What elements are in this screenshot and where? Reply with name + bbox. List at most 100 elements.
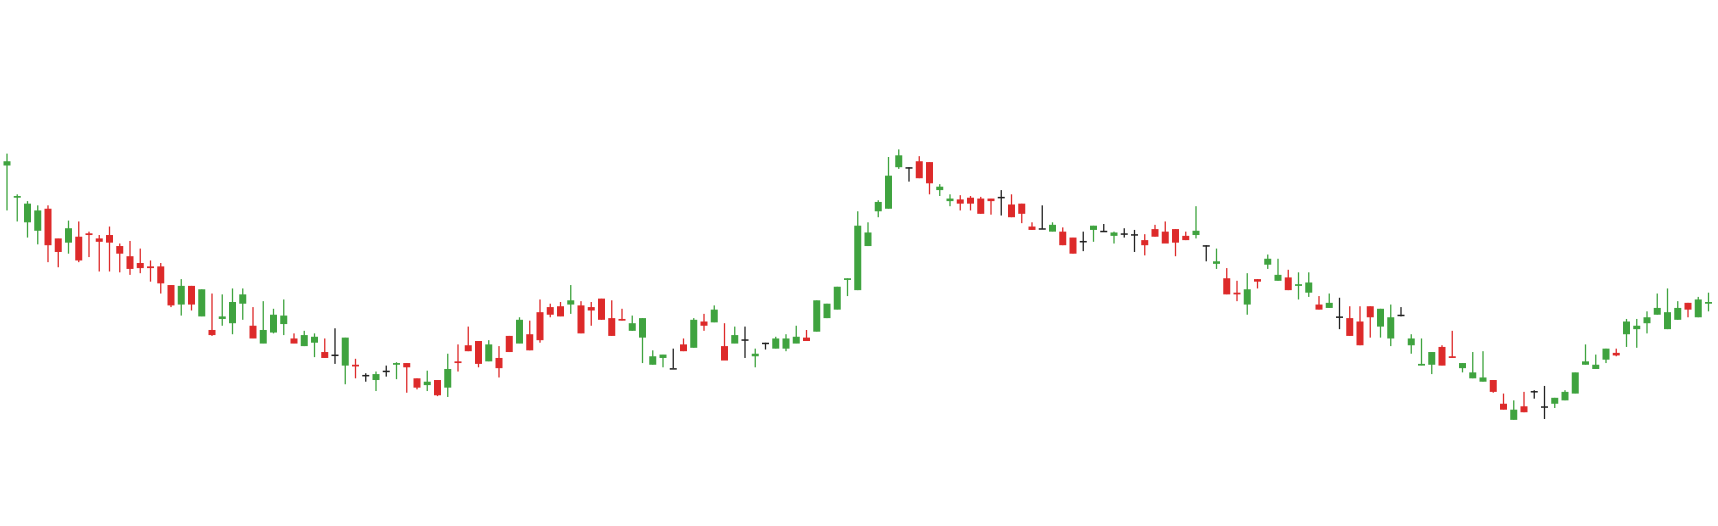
candle (218, 294, 226, 326)
candle (1530, 390, 1538, 399)
candle (1623, 318, 1630, 347)
candle (1510, 400, 1518, 420)
candle-body (680, 344, 687, 352)
candle-body (1377, 308, 1384, 327)
candle-body (372, 374, 380, 381)
candle (762, 342, 769, 350)
candle (1541, 385, 1548, 420)
candle (280, 299, 288, 336)
candle-body (1336, 316, 1343, 318)
candle-body (1551, 397, 1559, 404)
candle-body (352, 364, 359, 367)
candle (1243, 273, 1251, 315)
candle (618, 308, 626, 321)
candle (823, 303, 831, 319)
candle (526, 320, 534, 351)
candle (44, 205, 52, 263)
candle-body (1623, 321, 1630, 335)
candle-body (1612, 352, 1620, 356)
candle-body (915, 161, 923, 179)
candle (229, 288, 236, 335)
candle-body (1694, 299, 1702, 318)
candle-body (967, 197, 974, 204)
candle-body (259, 329, 267, 344)
candle (1520, 391, 1528, 413)
candle-body (75, 236, 83, 261)
candle (505, 335, 513, 353)
candle-body (1223, 278, 1231, 295)
candle-body (557, 306, 564, 317)
candle (259, 301, 267, 344)
candle (95, 235, 103, 272)
candle (434, 380, 441, 397)
candle-body (1008, 204, 1015, 218)
candle (915, 156, 923, 179)
candle-body (1213, 261, 1220, 264)
candle (1448, 330, 1456, 358)
candle (1582, 344, 1589, 365)
candle (731, 326, 739, 344)
candle-body (946, 198, 954, 202)
candle-body (1254, 279, 1261, 282)
candle (290, 333, 298, 344)
candle-body (423, 381, 431, 386)
candle (239, 288, 247, 320)
candle-body (669, 368, 677, 370)
candle (608, 300, 616, 336)
candle (1602, 348, 1610, 364)
candle-body (290, 338, 298, 344)
candle (341, 337, 349, 385)
candle-body (1448, 356, 1456, 358)
candle-body (331, 354, 339, 357)
candle (157, 263, 165, 294)
candle-body (608, 318, 616, 336)
candle (485, 340, 493, 362)
candle-body (1264, 258, 1272, 265)
candle-body (1141, 240, 1149, 246)
candle-body (393, 363, 400, 365)
candle-body (321, 352, 329, 358)
candle (208, 293, 216, 336)
candle (464, 326, 472, 352)
candle-body (1182, 235, 1190, 241)
candle-body (1069, 237, 1077, 254)
candle (721, 323, 728, 361)
candle-body (177, 285, 185, 305)
candle-body (1090, 225, 1097, 230)
candle-body (874, 201, 882, 212)
candle (782, 334, 790, 352)
candle-body (1684, 302, 1692, 310)
candle-body (1202, 245, 1210, 247)
candle (885, 157, 892, 209)
candle (680, 338, 687, 352)
candle-body (1592, 364, 1600, 369)
candle (1356, 306, 1364, 346)
candle (1008, 194, 1015, 218)
candle-body (1664, 312, 1671, 330)
candle (1192, 206, 1200, 239)
candle (751, 348, 759, 368)
candle-body (413, 378, 421, 388)
candle-body (95, 238, 103, 242)
candle-body (1530, 391, 1538, 393)
candle-body (987, 198, 995, 202)
candle-body (1028, 226, 1036, 230)
candle-body (454, 361, 462, 364)
candle-body (598, 298, 605, 320)
candle (1100, 223, 1108, 233)
candle-body (895, 155, 903, 168)
candle-body (1161, 231, 1169, 244)
candle (1366, 306, 1374, 338)
candle (1018, 203, 1026, 224)
candle (1049, 222, 1056, 232)
candle-body (864, 232, 872, 247)
candle-body (249, 325, 257, 339)
candle (1172, 229, 1179, 257)
candle (1182, 231, 1190, 241)
candle (54, 238, 62, 268)
candle-body (1172, 229, 1179, 243)
candle (864, 222, 872, 247)
candle (24, 201, 31, 238)
candle-body (1541, 406, 1548, 408)
